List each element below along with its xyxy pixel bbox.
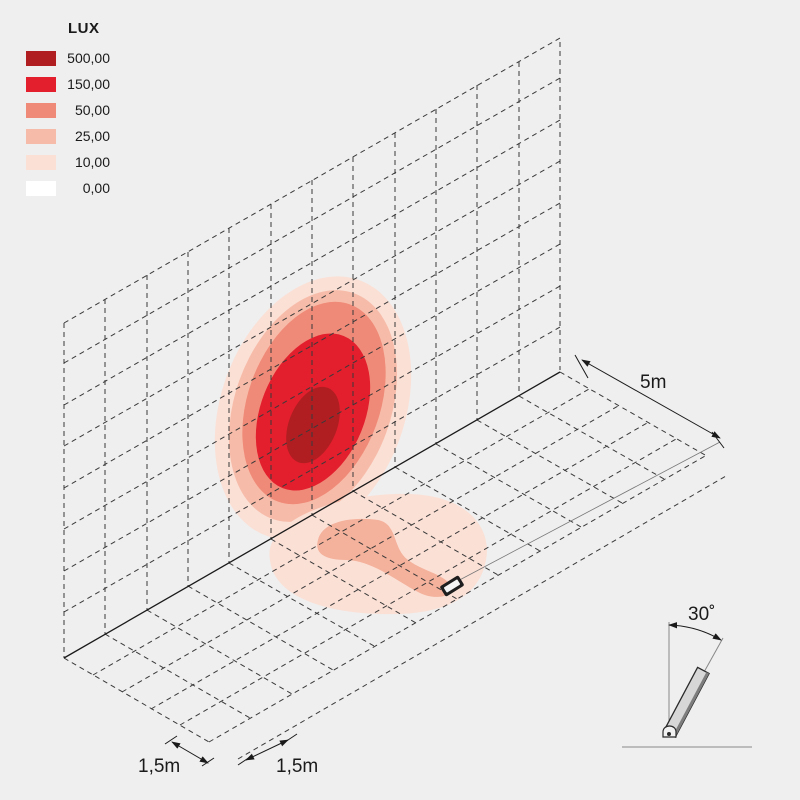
legend-item-0: 0,00	[26, 175, 146, 201]
legend-value: 500,00	[67, 50, 110, 66]
legend-item-25: 25,00	[26, 123, 146, 149]
grid-spacing-dimension-1: 1,5m	[138, 735, 215, 777]
legend-swatch	[26, 76, 56, 92]
wall-contour-500	[286, 386, 340, 464]
wall-light-pool	[214, 276, 412, 540]
grid-spacing-label: 1,5m	[276, 756, 318, 777]
floor-luminaire	[440, 441, 721, 597]
bracket-pivot	[667, 732, 671, 736]
legend-item-150: 150,00	[26, 71, 146, 97]
legend-title: LUX	[68, 20, 100, 37]
legend-value: 150,00	[67, 76, 110, 92]
depth-dimension: 5m	[574, 354, 725, 449]
angle-arc	[668, 622, 722, 641]
lux-legend: LUX 500,00 150,00 50,00 25,00 10,00 0,00	[26, 20, 146, 201]
legend-value: 25,00	[74, 128, 110, 144]
legend-swatch	[26, 102, 56, 118]
floor-contour-25	[317, 518, 452, 597]
legend-swatch	[26, 50, 56, 66]
grid-spacing-label: 1,5m	[138, 756, 180, 777]
back-wall-grid	[63, 37, 561, 658]
grid-spacing-dimension-2: 1,5m	[237, 733, 318, 777]
legend-value: 10,00	[74, 154, 110, 170]
depth-label: 5m	[640, 372, 666, 393]
legend-swatch	[26, 128, 56, 144]
floor-wall-junction	[63, 371, 561, 659]
legend-item-10: 10,00	[26, 149, 146, 175]
legend-swatch	[26, 180, 56, 196]
tilt-angle-label: 30˚	[688, 604, 715, 625]
legend-value: 0,00	[82, 180, 110, 196]
wall-verticals	[63, 62, 520, 658]
tilt-angle-detail: 30˚	[622, 604, 752, 748]
fixture-bracket	[662, 725, 677, 738]
legend-swatch	[26, 154, 56, 170]
floor-light-pool	[269, 493, 487, 615]
legend-item-50: 50,00	[26, 97, 146, 123]
legend-value: 50,00	[74, 102, 110, 118]
aim-line	[451, 441, 721, 585]
legend-item-500: 500,00	[26, 45, 146, 71]
